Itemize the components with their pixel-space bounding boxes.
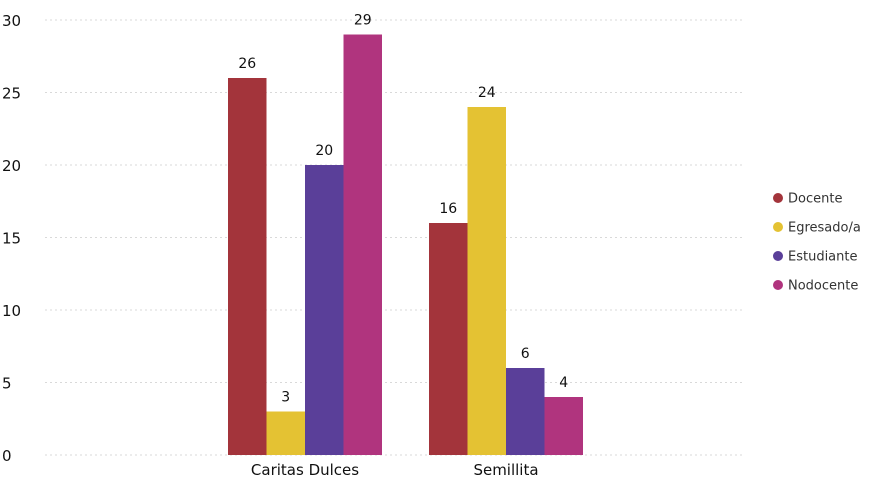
y-tick-label: 30 xyxy=(2,12,21,30)
bar-estudiante-1 xyxy=(506,368,545,455)
bar-egresado-a-0 xyxy=(266,411,305,455)
legend-label: Nodocente xyxy=(788,279,858,294)
legend-swatch xyxy=(773,222,783,232)
data-label: 24 xyxy=(478,85,496,101)
x-category-label: Semillita xyxy=(473,461,538,479)
legend-swatch xyxy=(773,193,783,203)
bar-docente-0 xyxy=(228,78,267,455)
x-category-label: Caritas Dulces xyxy=(251,461,359,479)
data-labels: 26 3 20 29 16 24 6 4 xyxy=(238,13,568,406)
data-label: 20 xyxy=(315,143,333,159)
bar-docente-1 xyxy=(429,223,468,455)
bar-egresado-a-1 xyxy=(467,107,506,455)
data-label: 26 xyxy=(238,56,256,72)
legend-label: Estudiante xyxy=(788,250,858,265)
y-tick-label: 20 xyxy=(2,157,21,175)
y-tick-label: 0 xyxy=(2,447,12,465)
data-label: 4 xyxy=(559,375,568,391)
legend-label: Egresado/a xyxy=(788,221,861,236)
bars xyxy=(228,34,583,455)
data-label: 3 xyxy=(281,390,290,406)
legend-label: Docente xyxy=(788,192,842,207)
bar-nodocente-1 xyxy=(544,397,583,455)
legend: Docente Egresado/a Estudiante Nodocente xyxy=(773,192,861,294)
legend-swatch xyxy=(773,251,783,261)
data-label: 16 xyxy=(439,201,457,217)
y-tick-label: 25 xyxy=(2,85,21,103)
y-tick-label: 10 xyxy=(2,302,21,320)
y-axis-ticks: 0 5 10 15 20 25 30 xyxy=(2,12,21,465)
legend-swatch xyxy=(773,280,783,290)
data-label: 6 xyxy=(521,346,530,362)
y-tick-label: 5 xyxy=(2,375,12,393)
y-tick-label: 15 xyxy=(2,230,21,248)
grid xyxy=(45,19,745,456)
bar-nodocente-0 xyxy=(343,34,382,455)
data-label: 29 xyxy=(354,13,372,29)
bar-estudiante-0 xyxy=(305,165,344,455)
x-axis-categories: Caritas Dulces Semillita xyxy=(251,461,539,479)
